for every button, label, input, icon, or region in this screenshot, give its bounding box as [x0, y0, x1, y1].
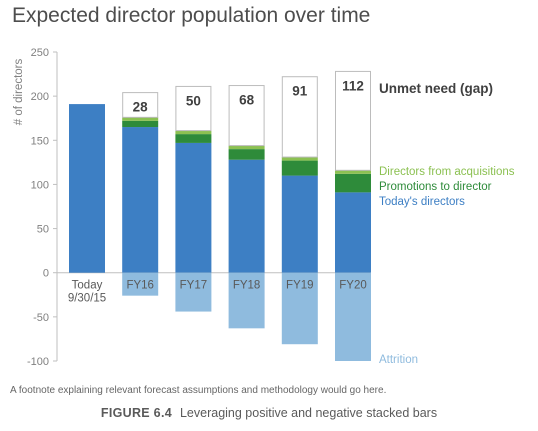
x-tick-label: Today: [72, 280, 103, 292]
footnote: A footnote explaining relevant forecast …: [10, 385, 387, 396]
y-tick-label: 150: [31, 135, 49, 147]
y-tick-label: 0: [43, 268, 49, 280]
bar-promotions: [281, 160, 318, 176]
bar-unmet-need: [228, 85, 265, 147]
bar-todays-directors: [281, 175, 318, 273]
bar-unmet-need: [175, 85, 212, 132]
bar-unmet-need: [122, 92, 159, 118]
bar-promotions: [228, 149, 265, 160]
x-tick-label: FY17: [180, 280, 208, 292]
bar-acquisitions: [228, 145, 265, 150]
bar-attrition: [335, 272, 371, 361]
y-tick-label: 200: [31, 91, 49, 103]
bar-todays-directors: [122, 127, 159, 273]
bar-todays-directors: [335, 192, 371, 273]
bar-promotions: [122, 120, 159, 128]
label-acquisitions: Directors from acquisitions: [379, 166, 515, 178]
y-tick-label: 250: [31, 47, 49, 59]
bar-acquisitions: [122, 117, 159, 121]
label-unmet-need: Unmet need (gap): [379, 81, 493, 96]
bar-attrition: [122, 272, 159, 296]
bar-acquisitions: [281, 157, 318, 161]
x-tick-label: FY16: [126, 280, 154, 292]
bar-acquisitions: [175, 130, 212, 135]
figure-caption-text: Leveraging positive and negative stacked…: [179, 406, 438, 420]
y-tick-label: 100: [31, 179, 49, 191]
chart-plot: -100 -50 0 50 100 150 200 250 # of directors Toda…: [13, 47, 515, 368]
gap-data-label: 50: [186, 93, 201, 108]
y-axis-title: # of directors: [13, 59, 25, 126]
x-tick-label: FY18: [233, 280, 261, 292]
gap-data-label: 68: [239, 93, 255, 108]
gap-data-label: 91: [292, 84, 308, 99]
bar-attrition: [175, 272, 212, 312]
x-tick-label: 9/30/15: [68, 293, 106, 305]
y-tick-label: -50: [33, 312, 49, 324]
bar-attrition: [281, 272, 318, 345]
bar-todays-directors: [175, 142, 212, 273]
bar-promotions: [175, 134, 212, 143]
label-promotions: Promotions to director: [379, 181, 492, 193]
bar-todays-directors: [69, 104, 105, 273]
figure-number: FIGURE 6.4: [100, 406, 172, 420]
x-tick-label: FY19: [286, 280, 314, 292]
bar-unmet-need: [335, 70, 371, 171]
figure-caption: FIGURE 6.4 Leveraging positive and negati…: [0, 406, 538, 420]
bar-attrition: [228, 272, 265, 329]
bar-promotions: [335, 173, 371, 193]
gap-data-label: 28: [133, 100, 149, 115]
x-tick-label: FY20: [339, 280, 367, 292]
bar-unmet-need: [281, 76, 318, 158]
label-attrition: Attrition: [379, 354, 418, 366]
label-todays-directors: Today's directors: [379, 196, 465, 208]
bar-acquisitions: [335, 170, 371, 174]
gap-data-label: 112: [342, 78, 364, 93]
y-tick-label: -100: [27, 356, 49, 368]
y-tick-label: 50: [37, 224, 49, 236]
bar-todays-directors: [228, 159, 265, 273]
chart-title: Expected director population over time: [12, 4, 371, 27]
